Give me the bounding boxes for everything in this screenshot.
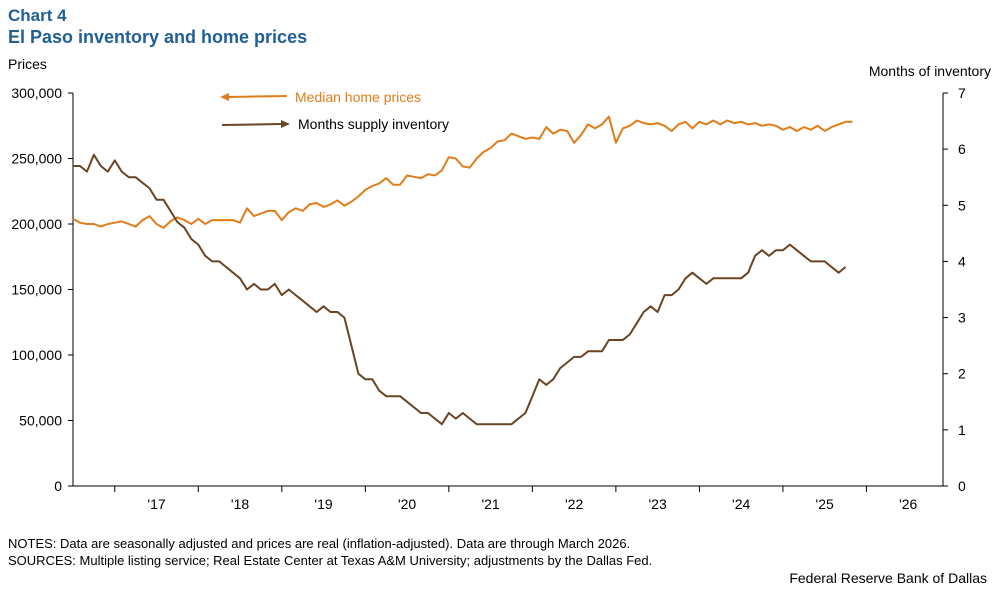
legend-label-prices: Median home prices (295, 89, 421, 105)
right-tick-label: 2 (958, 366, 966, 382)
left-tick-label: 150,000 (11, 282, 62, 298)
sources-text: SOURCES: Multiple listing service; Real … (8, 553, 653, 568)
x-tick-label: '19 (314, 496, 332, 512)
right-tick-label: 5 (958, 197, 966, 213)
series-line-inventory (73, 153, 847, 426)
x-tick-label: '24 (732, 496, 750, 512)
left-tick-label: 250,000 (11, 151, 62, 167)
chart-title: El Paso inventory and home prices (8, 27, 308, 47)
right-tick-label: 1 (958, 422, 966, 438)
right-tick-label: 6 (958, 141, 966, 157)
legend-arrow-prices (227, 95, 288, 98)
left-tick-label: 200,000 (11, 216, 62, 232)
right-tick-label: 7 (958, 85, 966, 101)
series-line-prices (72, 115, 853, 229)
x-tick-label: '25 (816, 496, 834, 512)
left-axis-title: Prices (8, 56, 47, 72)
axes: 0 50,000 100,000 150,000 200,000 250,000 300,0… (11, 85, 966, 512)
series-layer (72, 115, 853, 426)
right-axis-title: Months of inventory (868, 63, 991, 79)
legend-arrowhead-prices (220, 93, 229, 101)
right-tick-label: 0 (958, 478, 966, 494)
left-tick-label: 50,000 (19, 413, 62, 429)
footnotes: NOTES: Data are seasonally adjusted and … (8, 535, 652, 569)
legend-label-inventory: Months supply inventory (298, 116, 449, 132)
x-tick-label: '22 (565, 496, 583, 512)
x-tick-label: '20 (398, 496, 416, 512)
x-tick-label: '17 (147, 496, 165, 512)
legend: Median home prices Months supply invento… (220, 89, 449, 132)
left-tick-label: 100,000 (11, 347, 62, 363)
x-tick-label: '23 (649, 496, 667, 512)
legend-arrow-inventory (221, 123, 283, 126)
x-tick-label: '21 (481, 496, 499, 512)
credit-text: Federal Reserve Bank of Dallas (789, 570, 987, 586)
chart-number: Chart 4 (8, 6, 67, 25)
right-tick-label: 4 (958, 253, 966, 269)
x-tick-label: '18 (231, 496, 249, 512)
right-tick-label: 3 (958, 310, 966, 326)
left-tick-label: 300,000 (11, 85, 62, 101)
x-tick-label: '26 (899, 496, 917, 512)
left-tick-label: 0 (54, 478, 62, 494)
notes-text: NOTES: Data are seasonally adjusted and … (8, 536, 631, 551)
legend-arrowhead-inventory (281, 120, 290, 128)
